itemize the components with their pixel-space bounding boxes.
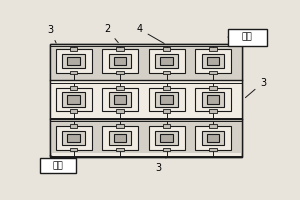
Bar [155,131,178,145]
Bar [67,57,80,65]
Bar [148,49,184,73]
Bar [70,124,77,128]
Bar [209,86,217,90]
Bar [70,71,77,74]
Bar [116,71,124,74]
Bar [102,126,138,150]
Bar [207,57,219,65]
Text: 正极: 正极 [242,33,253,42]
Text: 2: 2 [104,24,118,43]
Bar [163,109,170,113]
Bar [163,148,170,151]
Bar [70,47,77,51]
Bar [209,47,217,51]
Bar [56,126,92,150]
Bar [62,131,85,145]
Bar [67,134,80,142]
Bar [56,88,92,111]
Bar [109,92,131,107]
Bar [67,95,80,104]
Bar [209,71,217,74]
Text: 3: 3 [47,25,56,43]
Bar [195,88,231,111]
Bar [209,148,217,151]
Bar [160,95,173,104]
Bar [50,119,242,153]
Text: 负极: 负极 [52,161,63,170]
Bar [163,124,170,128]
Bar [56,49,92,73]
Text: 4: 4 [137,24,164,43]
Bar [70,109,77,113]
Bar [50,80,242,118]
Bar [62,54,85,68]
Bar [116,47,124,51]
Bar [70,148,77,151]
Text: 3: 3 [245,78,266,98]
Bar [50,44,242,157]
Bar [195,126,231,150]
Bar [155,92,178,107]
Bar [148,126,184,150]
Bar [109,54,131,68]
Bar [114,95,126,104]
Bar [163,86,170,90]
Bar [207,134,219,142]
Bar [50,44,242,80]
Bar [70,86,77,90]
Bar [155,54,178,68]
Text: 3: 3 [155,157,167,173]
Bar [116,148,124,151]
Bar [102,88,138,111]
Bar [116,124,124,128]
Bar [195,49,231,73]
Bar [148,88,184,111]
Bar [114,57,126,65]
Bar [116,109,124,113]
Bar [163,71,170,74]
Bar [202,131,224,145]
Bar [202,54,224,68]
Bar [207,95,219,104]
Bar [116,86,124,90]
Bar [102,49,138,73]
Bar [40,158,76,173]
Bar [160,57,173,65]
Bar [50,44,242,157]
Bar [62,92,85,107]
Bar [209,124,217,128]
Bar [202,92,224,107]
Bar [228,29,266,46]
Bar [160,134,173,142]
Bar [163,47,170,51]
Bar [209,109,217,113]
Bar [109,131,131,145]
Bar [114,134,126,142]
